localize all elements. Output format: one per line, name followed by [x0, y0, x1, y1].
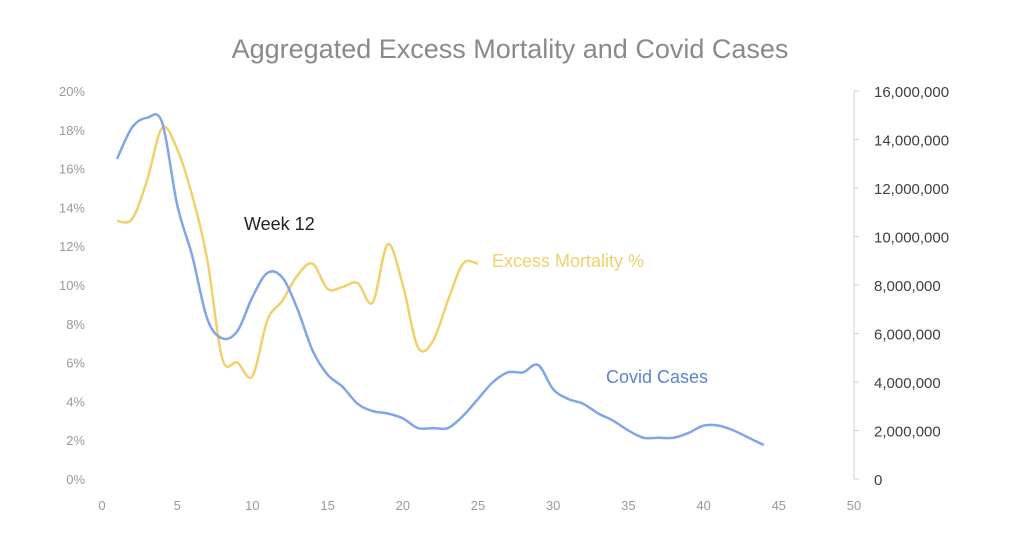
y-left-tick-label: 8%: [66, 317, 85, 332]
y-left-tick-label: 16%: [59, 162, 85, 177]
x-tick-label: 10: [245, 498, 259, 513]
y-left-tick-label: 12%: [59, 239, 85, 254]
x-tick-label: 45: [772, 498, 786, 513]
x-tick-label: 35: [621, 498, 635, 513]
y-right-tick-label: 8,000,000: [874, 278, 941, 295]
x-tick-label: 30: [546, 498, 560, 513]
series-line-excess-mortality: [116, 125, 479, 380]
y-left-tick-label: 20%: [59, 84, 85, 99]
y-right-tick-label: 0: [874, 472, 882, 489]
y-right-tick-label: 14,000,000: [874, 133, 949, 150]
y-left-tick-label: 2%: [66, 433, 85, 448]
x-tick-label: 40: [696, 498, 710, 513]
series-label-covid-cases: Covid Cases: [606, 367, 708, 387]
x-tick-label: 25: [471, 498, 485, 513]
y-right-tick-label: 12,000,000: [874, 181, 949, 198]
y-left-tick-label: 4%: [66, 394, 85, 409]
y-right-tick-label: 6,000,000: [874, 327, 941, 344]
annotation-week-12: Week 12: [244, 214, 315, 234]
y-right-tick-label: 4,000,000: [874, 375, 941, 392]
x-tick-label: 50: [847, 498, 861, 513]
x-tick-label: 20: [396, 498, 410, 513]
y-left-tick-label: 18%: [59, 123, 85, 138]
y-left-tick-label: 6%: [66, 356, 85, 371]
series-line-covid-cases: [115, 113, 765, 447]
x-tick-label: 0: [98, 498, 105, 513]
x-tick-label: 15: [320, 498, 334, 513]
chart-title: Aggregated Excess Mortality and Covid Ca…: [232, 34, 789, 64]
y-left-tick-label: 14%: [59, 200, 85, 215]
y-right-tick-label: 10,000,000: [874, 230, 949, 247]
x-tick-label: 5: [174, 498, 181, 513]
y-right-tick-label: 2,000,000: [874, 424, 941, 441]
series-label-excess-mortality: Excess Mortality %: [492, 251, 644, 271]
y-left-tick-label: 0%: [66, 472, 85, 487]
y-left-tick-label: 10%: [59, 278, 85, 293]
y-right-tick-label: 16,000,000: [874, 84, 949, 101]
